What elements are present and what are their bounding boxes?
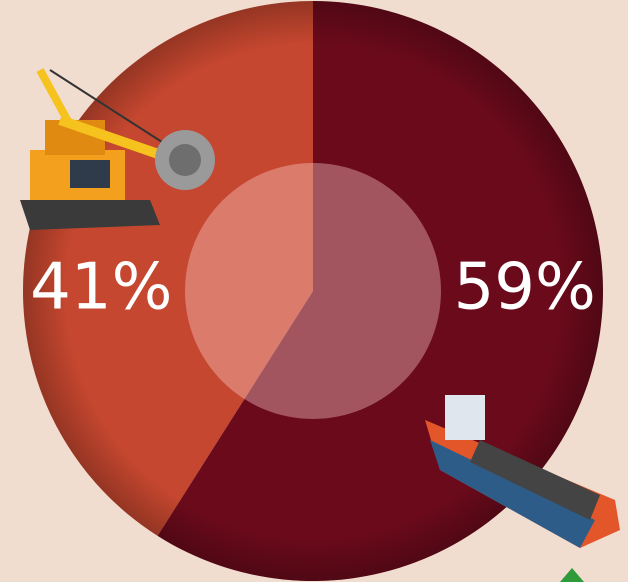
tanker-icon bbox=[425, 395, 620, 548]
excavator-icon bbox=[20, 68, 215, 230]
value-label: 41% bbox=[30, 251, 172, 325]
inner-circle bbox=[185, 163, 441, 419]
labels: 41% 59% bbox=[30, 251, 596, 325]
green-marker bbox=[560, 568, 584, 582]
value-label: 59% bbox=[454, 251, 596, 325]
